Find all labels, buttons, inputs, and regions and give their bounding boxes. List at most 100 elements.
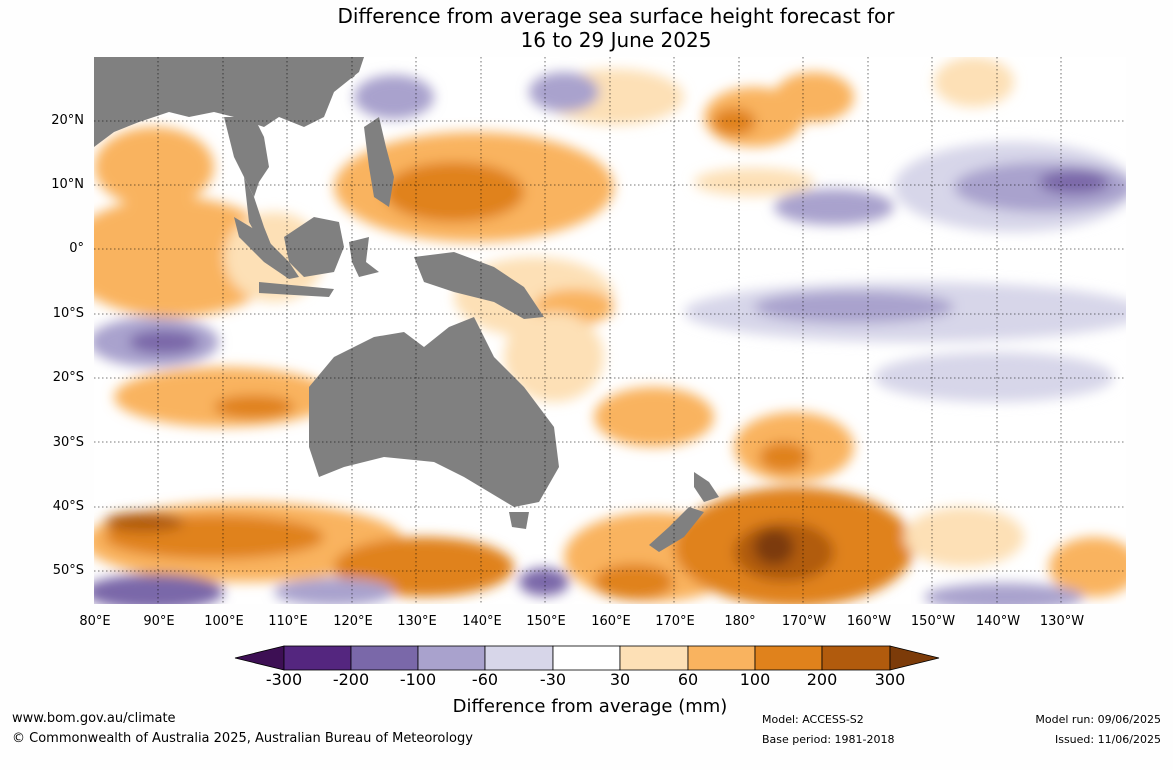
anomaly-blob: [94, 127, 214, 207]
tasmania: [509, 512, 529, 529]
lon-label: 180°: [724, 614, 756, 629]
colorbar-swatch: [417, 645, 486, 671]
anomaly-blob: [104, 512, 184, 532]
anomaly-blob: [934, 57, 1014, 107]
footer-issued: Issued: 11/06/2025: [1054, 733, 1161, 746]
land: [94, 57, 719, 552]
colorbar-swatch: [484, 645, 554, 671]
colorbar-tick: 100: [739, 670, 771, 689]
lon-label: 90°E: [143, 614, 175, 629]
anomaly-blob: [924, 583, 1084, 604]
lat-label: 20°S: [52, 370, 84, 385]
sulawesi: [349, 237, 379, 277]
indochina: [224, 117, 269, 197]
anomaly-blob: [384, 162, 524, 222]
colorbar-tick: 60: [677, 670, 699, 689]
anomaly-blob: [594, 387, 714, 447]
lat-label: 50°S: [52, 563, 84, 578]
anomaly-map: [94, 57, 1126, 604]
colorbar: [234, 645, 940, 671]
anomaly-blob: [754, 529, 794, 565]
anomaly-blob: [519, 568, 569, 596]
lon-label: 100°E: [204, 614, 244, 629]
anomaly-blob: [354, 75, 434, 119]
footer-model-run: Model run: 09/06/2025: [1035, 713, 1161, 726]
australia: [309, 317, 559, 507]
lon-label: 130°W: [1039, 614, 1085, 629]
chart-title: Difference from average sea surface heig…: [0, 4, 1173, 52]
title-line-2: 16 to 29 June 2025: [520, 28, 712, 52]
anomaly-blob: [774, 72, 854, 122]
lat-label: 30°S: [52, 435, 84, 450]
colorbar-title: Difference from average (mm): [452, 696, 728, 717]
anomaly-blob: [94, 574, 224, 604]
colorbar-tick: -200: [332, 670, 370, 689]
colorbar-tick: -30: [539, 670, 567, 689]
lat-label: 10°N: [51, 177, 84, 192]
lon-label: 160°W: [846, 614, 892, 629]
colorbar-swatch: [687, 645, 756, 671]
colorbar-tick: 30: [609, 670, 631, 689]
anomaly-blob: [114, 367, 334, 427]
anomaly-field: [94, 57, 1126, 604]
sumatra: [234, 217, 299, 279]
anomaly-blob: [504, 312, 604, 402]
anomaly-blob: [529, 72, 599, 112]
lon-label: 170°W: [781, 614, 827, 629]
lon-label: 150°E: [526, 614, 566, 629]
graticule: [94, 57, 1126, 604]
anomaly-blob: [274, 578, 394, 604]
anomaly-blob: [774, 189, 894, 225]
lon-label: 160°E: [591, 614, 631, 629]
footer-model: Model: ACCESS-S2: [762, 713, 864, 726]
colorbar-swatch: [283, 645, 352, 671]
lon-label: 130°E: [397, 614, 437, 629]
lat-label: 10°S: [52, 306, 84, 321]
anomaly-blob: [594, 564, 674, 600]
malay-peninsula: [244, 177, 272, 249]
new-zealand-south: [649, 507, 704, 552]
japan: [324, 57, 364, 87]
anomaly-blob: [1049, 537, 1126, 597]
lat-label: 20°N: [51, 113, 84, 128]
anomaly-blob: [712, 108, 756, 136]
title-line-1: Difference from average sea surface heig…: [337, 4, 895, 28]
colorbar-min-arrow: [234, 645, 285, 671]
java: [259, 282, 334, 297]
footer-copyright: © Commonwealth of Australia 2025, Austra…: [12, 731, 473, 746]
anomaly-blob: [759, 442, 809, 472]
colorbar-swatch: [821, 645, 891, 671]
lon-label: 140°W: [975, 614, 1021, 629]
new-guinea: [414, 252, 544, 319]
colorbar-tick: -100: [399, 670, 437, 689]
anomaly-blob: [754, 291, 954, 323]
colorbar-swatch: [552, 645, 621, 671]
lon-label: 120°E: [333, 614, 373, 629]
lat-label: 0°: [69, 241, 84, 256]
colorbar-tick: -60: [471, 670, 499, 689]
lon-label: 80°E: [79, 614, 111, 629]
colorbar-tick: 200: [806, 670, 838, 689]
anomaly-blob: [694, 168, 814, 196]
colorbar-max-arrow: [889, 645, 940, 671]
footer-url: www.bom.gov.au/climate: [12, 711, 176, 726]
lon-label: 170°E: [655, 614, 695, 629]
lon-label: 140°E: [462, 614, 502, 629]
anomaly-blob: [94, 197, 284, 317]
footer-base-period: Base period: 1981-2018: [762, 733, 895, 746]
colorbar-swatch: [350, 645, 419, 671]
colorbar-tick: -300: [265, 670, 303, 689]
colorbar-swatch: [754, 645, 823, 671]
anomaly-blob: [874, 352, 1114, 402]
borneo: [284, 217, 344, 277]
lon-label: 110°E: [268, 614, 308, 629]
anomaly-blob: [904, 507, 1024, 567]
lon-label: 150°W: [910, 614, 956, 629]
asia-landmass: [94, 57, 364, 147]
anomaly-blob: [129, 330, 199, 354]
philippines: [364, 117, 394, 207]
colorbar-tick: 300: [874, 670, 906, 689]
anomaly-blob: [334, 537, 514, 597]
colorbar-swatch: [619, 645, 689, 671]
anomaly-blob: [1039, 170, 1109, 194]
